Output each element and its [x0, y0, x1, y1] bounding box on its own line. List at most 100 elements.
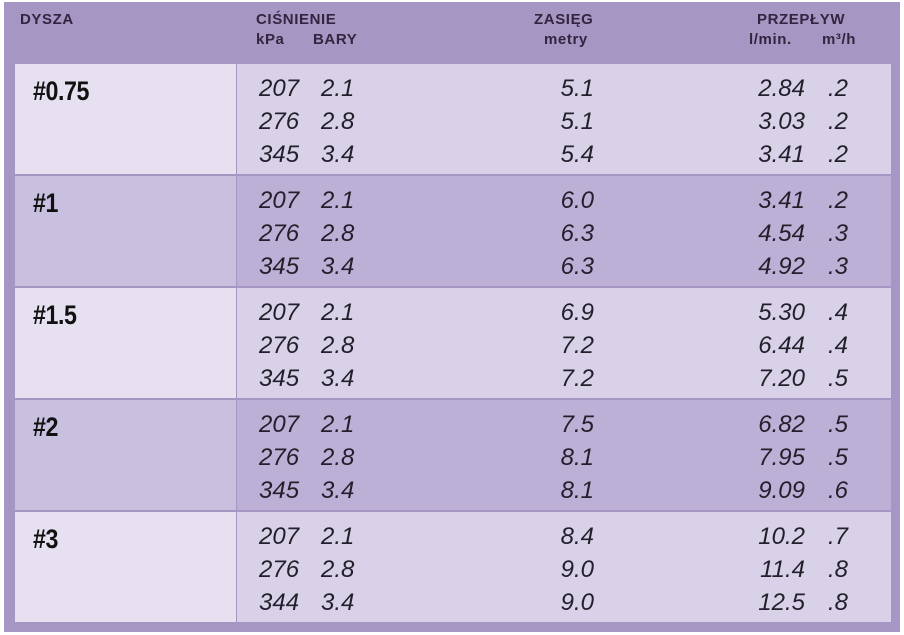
table-row: 276 2.8 9.0 11.4 .8	[237, 553, 891, 586]
header-flow: PRZEPŁYW	[757, 11, 846, 28]
pressure-kpa: 345	[259, 365, 300, 392]
nozzle-group: #2 207 2.1 7.5 6.82 .5 276 2.8 8.1 7.95 …	[15, 400, 891, 510]
flow-m3h: .2	[828, 187, 849, 214]
range-value: 8.4	[560, 523, 594, 550]
flow-lmin: 7.20	[758, 365, 805, 392]
nozzle-label: #1.5	[33, 300, 77, 330]
header-pressure: CIŚNIENIE	[256, 11, 337, 28]
header-nozzle: DYSZA	[20, 11, 74, 28]
nozzle-label: #0.75	[33, 76, 89, 106]
pressure-bar: 2.1	[321, 523, 355, 550]
pressure-bar: 2.1	[321, 299, 355, 326]
table-row: 207 2.1 6.0 3.41 .2	[237, 184, 891, 217]
nozzle-label: #1	[33, 188, 58, 218]
flow-m3h: .7	[828, 523, 849, 550]
header-flow-lmin: l/min.	[749, 31, 792, 48]
nozzle-cell: #3	[15, 512, 236, 622]
table-row: 207 2.1 7.5 6.82 .5	[237, 408, 891, 441]
range-value: 9.0	[560, 589, 594, 616]
range-value: 5.4	[560, 141, 594, 168]
nozzle-group: #1 207 2.1 6.0 3.41 .2 276 2.8 6.3 4.54 …	[15, 176, 891, 286]
flow-lmin: 4.54	[758, 220, 805, 247]
pressure-kpa: 207	[259, 411, 300, 438]
pressure-bar: 2.8	[321, 556, 355, 583]
pressure-bar: 3.4	[321, 365, 355, 392]
flow-m3h: .6	[828, 477, 849, 504]
flow-m3h: .5	[828, 444, 849, 471]
nozzle-data-cell: 207 2.1 6.9 5.30 .4 276 2.8 7.2 6.44 .4 …	[237, 288, 891, 398]
nozzle-cell: #1	[15, 176, 236, 286]
table-row: 207 2.1 6.9 5.30 .4	[237, 296, 891, 329]
flow-m3h: .3	[828, 253, 849, 280]
range-value: 7.2	[560, 365, 594, 392]
pressure-bar: 3.4	[321, 253, 355, 280]
table-row: 276 2.8 6.3 4.54 .3	[237, 217, 891, 250]
flow-lmin: 2.84	[758, 75, 805, 102]
table-row: 345 3.4 8.1 9.09 .6	[237, 474, 891, 507]
pressure-kpa: 207	[259, 187, 300, 214]
range-value: 7.2	[560, 332, 594, 359]
pressure-kpa: 207	[259, 299, 300, 326]
pressure-kpa: 344	[259, 589, 300, 616]
flow-m3h: .3	[828, 220, 849, 247]
header-pressure-kpa: kPa	[256, 31, 285, 48]
nozzle-group: #3 207 2.1 8.4 10.2 .7 276 2.8 9.0 11.4 …	[15, 512, 891, 622]
nozzle-cell: #2	[15, 400, 236, 510]
flow-m3h: .2	[828, 108, 849, 135]
range-value: 9.0	[560, 556, 594, 583]
flow-lmin: 10.2	[758, 523, 805, 550]
pressure-kpa: 345	[259, 141, 300, 168]
table-header: DYSZA CIŚNIENIE kPa BARY ZASIĘG metry PR…	[4, 2, 900, 62]
table-row: 345 3.4 7.2 7.20 .5	[237, 362, 891, 395]
pressure-bar: 2.8	[321, 332, 355, 359]
pressure-kpa: 276	[259, 108, 300, 135]
flow-m3h: .4	[828, 332, 849, 359]
flow-m3h: .4	[828, 299, 849, 326]
nozzle-data-cell: 207 2.1 6.0 3.41 .2 276 2.8 6.3 4.54 .3 …	[237, 176, 891, 286]
pressure-kpa: 276	[259, 220, 300, 247]
range-value: 6.0	[560, 187, 594, 214]
range-value: 8.1	[560, 477, 594, 504]
pressure-bar: 3.4	[321, 141, 355, 168]
table-row: 276 2.8 5.1 3.03 .2	[237, 105, 891, 138]
flow-lmin: 3.41	[758, 141, 805, 168]
header-pressure-bar: BARY	[313, 31, 358, 48]
range-value: 6.3	[560, 253, 594, 280]
flow-lmin: 3.41	[758, 187, 805, 214]
pressure-bar: 3.4	[321, 589, 355, 616]
flow-lmin: 4.92	[758, 253, 805, 280]
flow-lmin: 6.44	[758, 332, 805, 359]
flow-lmin: 9.09	[758, 477, 805, 504]
table-row: 207 2.1 5.1 2.84 .2	[237, 72, 891, 105]
pressure-bar: 2.8	[321, 108, 355, 135]
pressure-bar: 2.8	[321, 220, 355, 247]
flow-m3h: .8	[828, 589, 849, 616]
pressure-kpa: 207	[259, 523, 300, 550]
nozzle-data-cell: 207 2.1 8.4 10.2 .7 276 2.8 9.0 11.4 .8 …	[237, 512, 891, 622]
flow-m3h: .2	[828, 75, 849, 102]
nozzle-data-cell: 207 2.1 7.5 6.82 .5 276 2.8 8.1 7.95 .5 …	[237, 400, 891, 510]
range-value: 8.1	[560, 444, 594, 471]
range-value: 5.1	[560, 75, 594, 102]
pressure-bar: 3.4	[321, 477, 355, 504]
flow-lmin: 7.95	[758, 444, 805, 471]
pressure-bar: 2.1	[321, 411, 355, 438]
nozzle-data-cell: 207 2.1 5.1 2.84 .2 276 2.8 5.1 3.03 .2 …	[237, 64, 891, 174]
header-range-unit: metry	[544, 31, 588, 48]
nozzle-label: #2	[33, 412, 58, 442]
nozzle-cell: #1.5	[15, 288, 236, 398]
header-range: ZASIĘG	[534, 11, 594, 28]
header-flow-m3h: m³/h	[822, 31, 857, 48]
table-row: 207 2.1 8.4 10.2 .7	[237, 520, 891, 553]
pressure-kpa: 276	[259, 332, 300, 359]
pressure-kpa: 345	[259, 477, 300, 504]
flow-m3h: .5	[828, 411, 849, 438]
pressure-kpa: 207	[259, 75, 300, 102]
range-value: 7.5	[560, 411, 594, 438]
pressure-kpa: 345	[259, 253, 300, 280]
flow-lmin: 6.82	[758, 411, 805, 438]
flow-m3h: .5	[828, 365, 849, 392]
nozzle-group: #1.5 207 2.1 6.9 5.30 .4 276 2.8 7.2 6.4…	[15, 288, 891, 398]
flow-m3h: .2	[828, 141, 849, 168]
table-row: 276 2.8 8.1 7.95 .5	[237, 441, 891, 474]
